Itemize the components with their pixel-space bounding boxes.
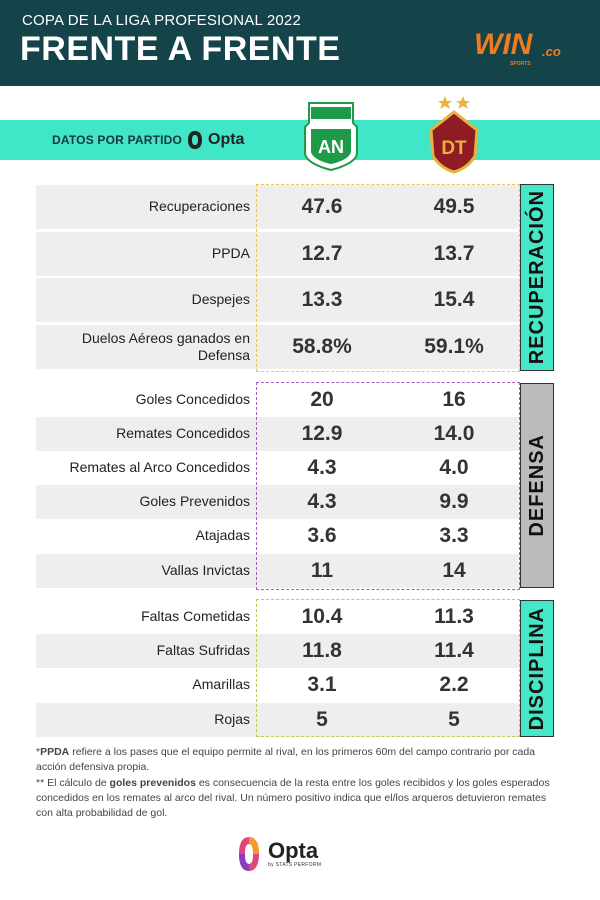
home-value: 3.1 bbox=[307, 673, 337, 696]
opta-logo-small: Opta bbox=[186, 129, 244, 151]
header-banner: COPA DE LA LIGA PROFESIONAL 2022 FRENTE … bbox=[0, 0, 600, 86]
home-value: 3.6 bbox=[307, 524, 337, 547]
home-value: 58.8% bbox=[256, 325, 388, 369]
footnote-ppda: *PPDA refiere a los pases que el equipo … bbox=[36, 745, 556, 774]
home-value: 13.3 bbox=[256, 278, 388, 322]
footnote-text: es consecuencia de la resta entre los go… bbox=[36, 777, 550, 819]
section-title: DEFENSA bbox=[525, 434, 548, 537]
away-value: 11.3 bbox=[434, 605, 474, 628]
opta-logo-footer: Opta by STATS PERFORM bbox=[236, 832, 366, 876]
row-label: PPDA bbox=[36, 232, 256, 276]
footnotes: *PPDA refiere a los pases que el equipo … bbox=[36, 745, 556, 822]
win-sports-logo: WIN .co SPORTS bbox=[474, 28, 561, 67]
home-value: 11.8 bbox=[256, 634, 388, 668]
row-label: Remates Concedidos bbox=[36, 417, 256, 451]
atletico-nacional-crest: AN bbox=[304, 102, 358, 171]
section-title: DISCIPLINA bbox=[525, 606, 548, 731]
row-label: Vallas Invictas bbox=[36, 554, 256, 588]
away-value: 16 bbox=[442, 388, 466, 411]
row-label: Faltas Cometidas bbox=[141, 608, 250, 625]
away-value: 59.1% bbox=[388, 325, 520, 369]
row-label: Goles Prevenidos bbox=[36, 485, 256, 519]
row-label: Faltas Sufridas bbox=[36, 634, 256, 668]
home-value: 4.3 bbox=[256, 485, 388, 519]
section-tab-recuperacion: RECUPERACIÓN bbox=[520, 184, 554, 371]
row-label: Despejes bbox=[36, 278, 256, 322]
row-label: Recuperaciones bbox=[36, 185, 256, 229]
row-label: Remates al Arco Concedidos bbox=[69, 459, 250, 476]
section-tab-disciplina: DISCIPLINA bbox=[520, 600, 554, 737]
section-title: RECUPERACIÓN bbox=[525, 190, 548, 365]
away-value: 4.0 bbox=[439, 456, 469, 479]
away-value: 15.4 bbox=[388, 278, 520, 322]
home-value: 4.3 bbox=[307, 456, 337, 479]
footnote-text: refiere a los pases que el equipo permit… bbox=[36, 746, 536, 773]
opta-small-text: Opta bbox=[208, 131, 245, 148]
footnote-text: ** El cálculo de bbox=[36, 777, 110, 790]
band-label: DATOS POR PARTIDO bbox=[52, 133, 183, 147]
footnote-term: PPDA bbox=[40, 746, 70, 758]
home-value: 12.7 bbox=[256, 232, 388, 276]
home-value: 5 bbox=[256, 703, 388, 737]
away-value: 49.5 bbox=[388, 185, 520, 229]
opta-footer-sub: by STATS PERFORM bbox=[268, 862, 322, 868]
page-title: FRENTE A FRENTE bbox=[20, 30, 341, 68]
footnote-marker: * bbox=[36, 746, 41, 758]
away-value: 13.7 bbox=[388, 232, 520, 276]
home-value: 10.4 bbox=[301, 605, 343, 628]
row-label: Duelos Aéreos ganados en Defensa bbox=[36, 325, 256, 369]
row-label: Goles Concedidos bbox=[135, 391, 250, 408]
home-value: 20 bbox=[310, 388, 334, 411]
competition-label: COPA DE LA LIGA PROFESIONAL 2022 bbox=[22, 12, 302, 29]
nacional-crest-text: AN bbox=[318, 137, 344, 157]
row-label: Atajadas bbox=[195, 527, 250, 544]
data-per-match-band: DATOS POR PARTIDO Opta bbox=[0, 120, 600, 160]
row-label: Rojas bbox=[36, 703, 256, 737]
section-tab-defensa: DEFENSA bbox=[520, 383, 554, 588]
deportes-tolima-crest: DT bbox=[429, 96, 479, 174]
star-icon bbox=[438, 96, 452, 109]
brand-main-text: WIN bbox=[474, 28, 534, 61]
home-value: 47.6 bbox=[256, 185, 388, 229]
away-value: 11.4 bbox=[388, 634, 520, 668]
brand-suffix-text: .co bbox=[542, 44, 561, 59]
opta-icon bbox=[239, 837, 259, 871]
away-value: 14.0 bbox=[388, 417, 520, 451]
away-value: 9.9 bbox=[388, 485, 520, 519]
away-value: 14 bbox=[388, 554, 520, 588]
footnote-term: goles prevenidos bbox=[109, 777, 196, 790]
row-label: Amarillas bbox=[192, 676, 250, 693]
away-value: 5 bbox=[388, 703, 520, 737]
away-value: 3.3 bbox=[439, 524, 469, 547]
tolima-crest-text: DT bbox=[441, 138, 467, 159]
away-value: 2.2 bbox=[439, 673, 469, 696]
brand-sub-text: SPORTS bbox=[510, 61, 531, 67]
opta-icon bbox=[188, 131, 202, 149]
home-value: 11 bbox=[256, 554, 388, 588]
footnote-goles-prevenidos: ** El cálculo de goles prevenidos es con… bbox=[36, 776, 556, 820]
opta-footer-word: Opta bbox=[268, 838, 319, 863]
home-value: 12.9 bbox=[256, 417, 388, 451]
star-icon bbox=[456, 96, 470, 109]
